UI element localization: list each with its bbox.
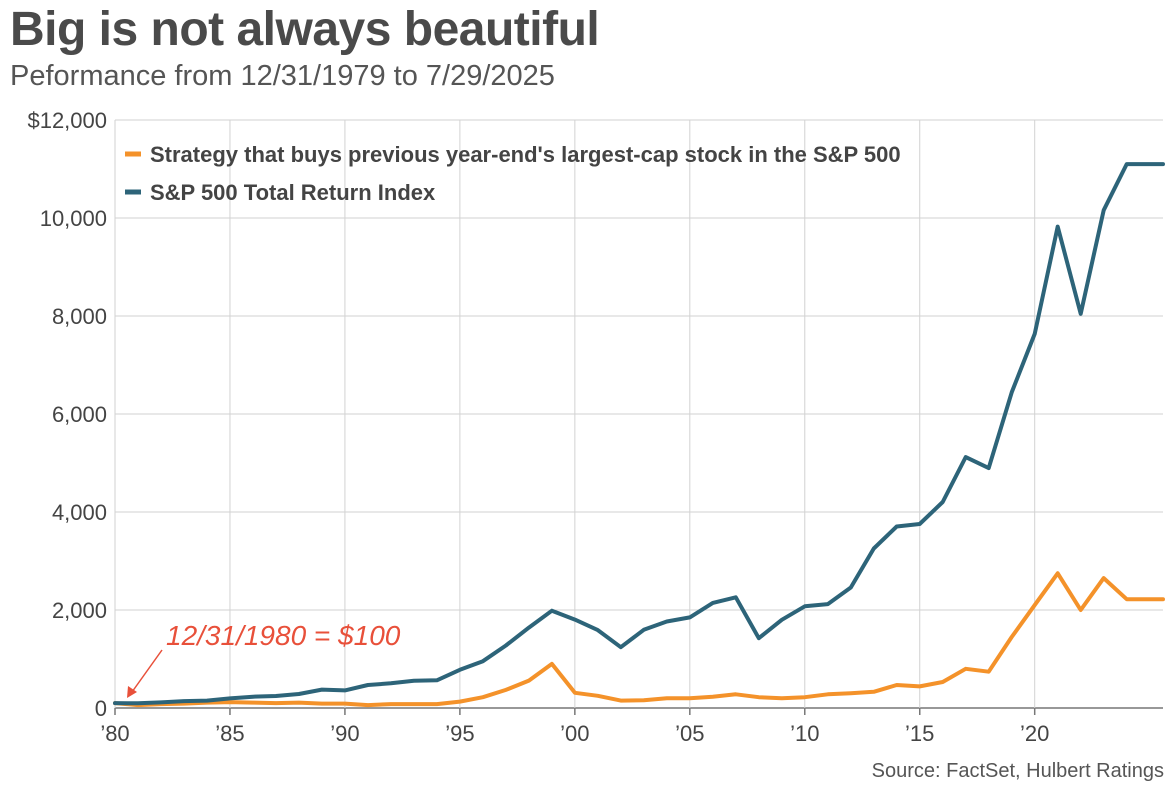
- y-tick-label: 10,000: [40, 206, 107, 231]
- annotation-arrow: [131, 649, 163, 693]
- x-tick-label: ’05: [675, 721, 704, 746]
- legend: Strategy that buys previous year-end's l…: [125, 142, 901, 205]
- legend-label-1: S&P 500 Total Return Index: [150, 180, 436, 205]
- x-tick-label: ’15: [905, 721, 934, 746]
- series-lines: [113, 162, 1165, 708]
- annotation: 12/31/1980 = $100: [127, 620, 401, 698]
- x-tick-label: ’85: [215, 721, 244, 746]
- y-tick-label: 0: [95, 696, 107, 721]
- chart-subtitle: Peformance from 12/31/1979 to 7/29/2025: [10, 60, 555, 92]
- x-tick-label: ’90: [330, 721, 359, 746]
- grid: [114, 119, 1163, 715]
- x-tick-label: ’95: [445, 721, 474, 746]
- series-line-0: [113, 571, 1165, 708]
- annotation-arrowhead: [127, 686, 137, 698]
- y-tick-label: 2,000: [52, 598, 107, 623]
- x-tick-label: ’20: [1020, 721, 1049, 746]
- y-tick-label: 4,000: [52, 500, 107, 525]
- series-line-1: [113, 162, 1165, 706]
- x-tick-label: ’80: [100, 721, 129, 746]
- annotation-label: 12/31/1980 = $100: [166, 620, 401, 651]
- y-tick-label: 8,000: [52, 304, 107, 329]
- legend-label-0: Strategy that buys previous year-end's l…: [150, 142, 901, 167]
- x-tick-label: ’00: [560, 721, 589, 746]
- x-tick-label: ’10: [790, 721, 819, 746]
- y-tick-label: 6,000: [52, 402, 107, 427]
- x-axis-ticks: ’80 ’85 ’90 ’95 ’00 ’05 ’10 ’15 ’20: [100, 721, 1049, 746]
- y-axis-ticks: 0 2,000 4,000 6,000 8,000 10,000 $12,000: [27, 108, 107, 721]
- chart-title: Big is not always beautiful: [10, 3, 600, 56]
- source-note: Source: FactSet, Hulbert Ratings: [871, 760, 1164, 782]
- y-tick-label: $12,000: [27, 108, 107, 133]
